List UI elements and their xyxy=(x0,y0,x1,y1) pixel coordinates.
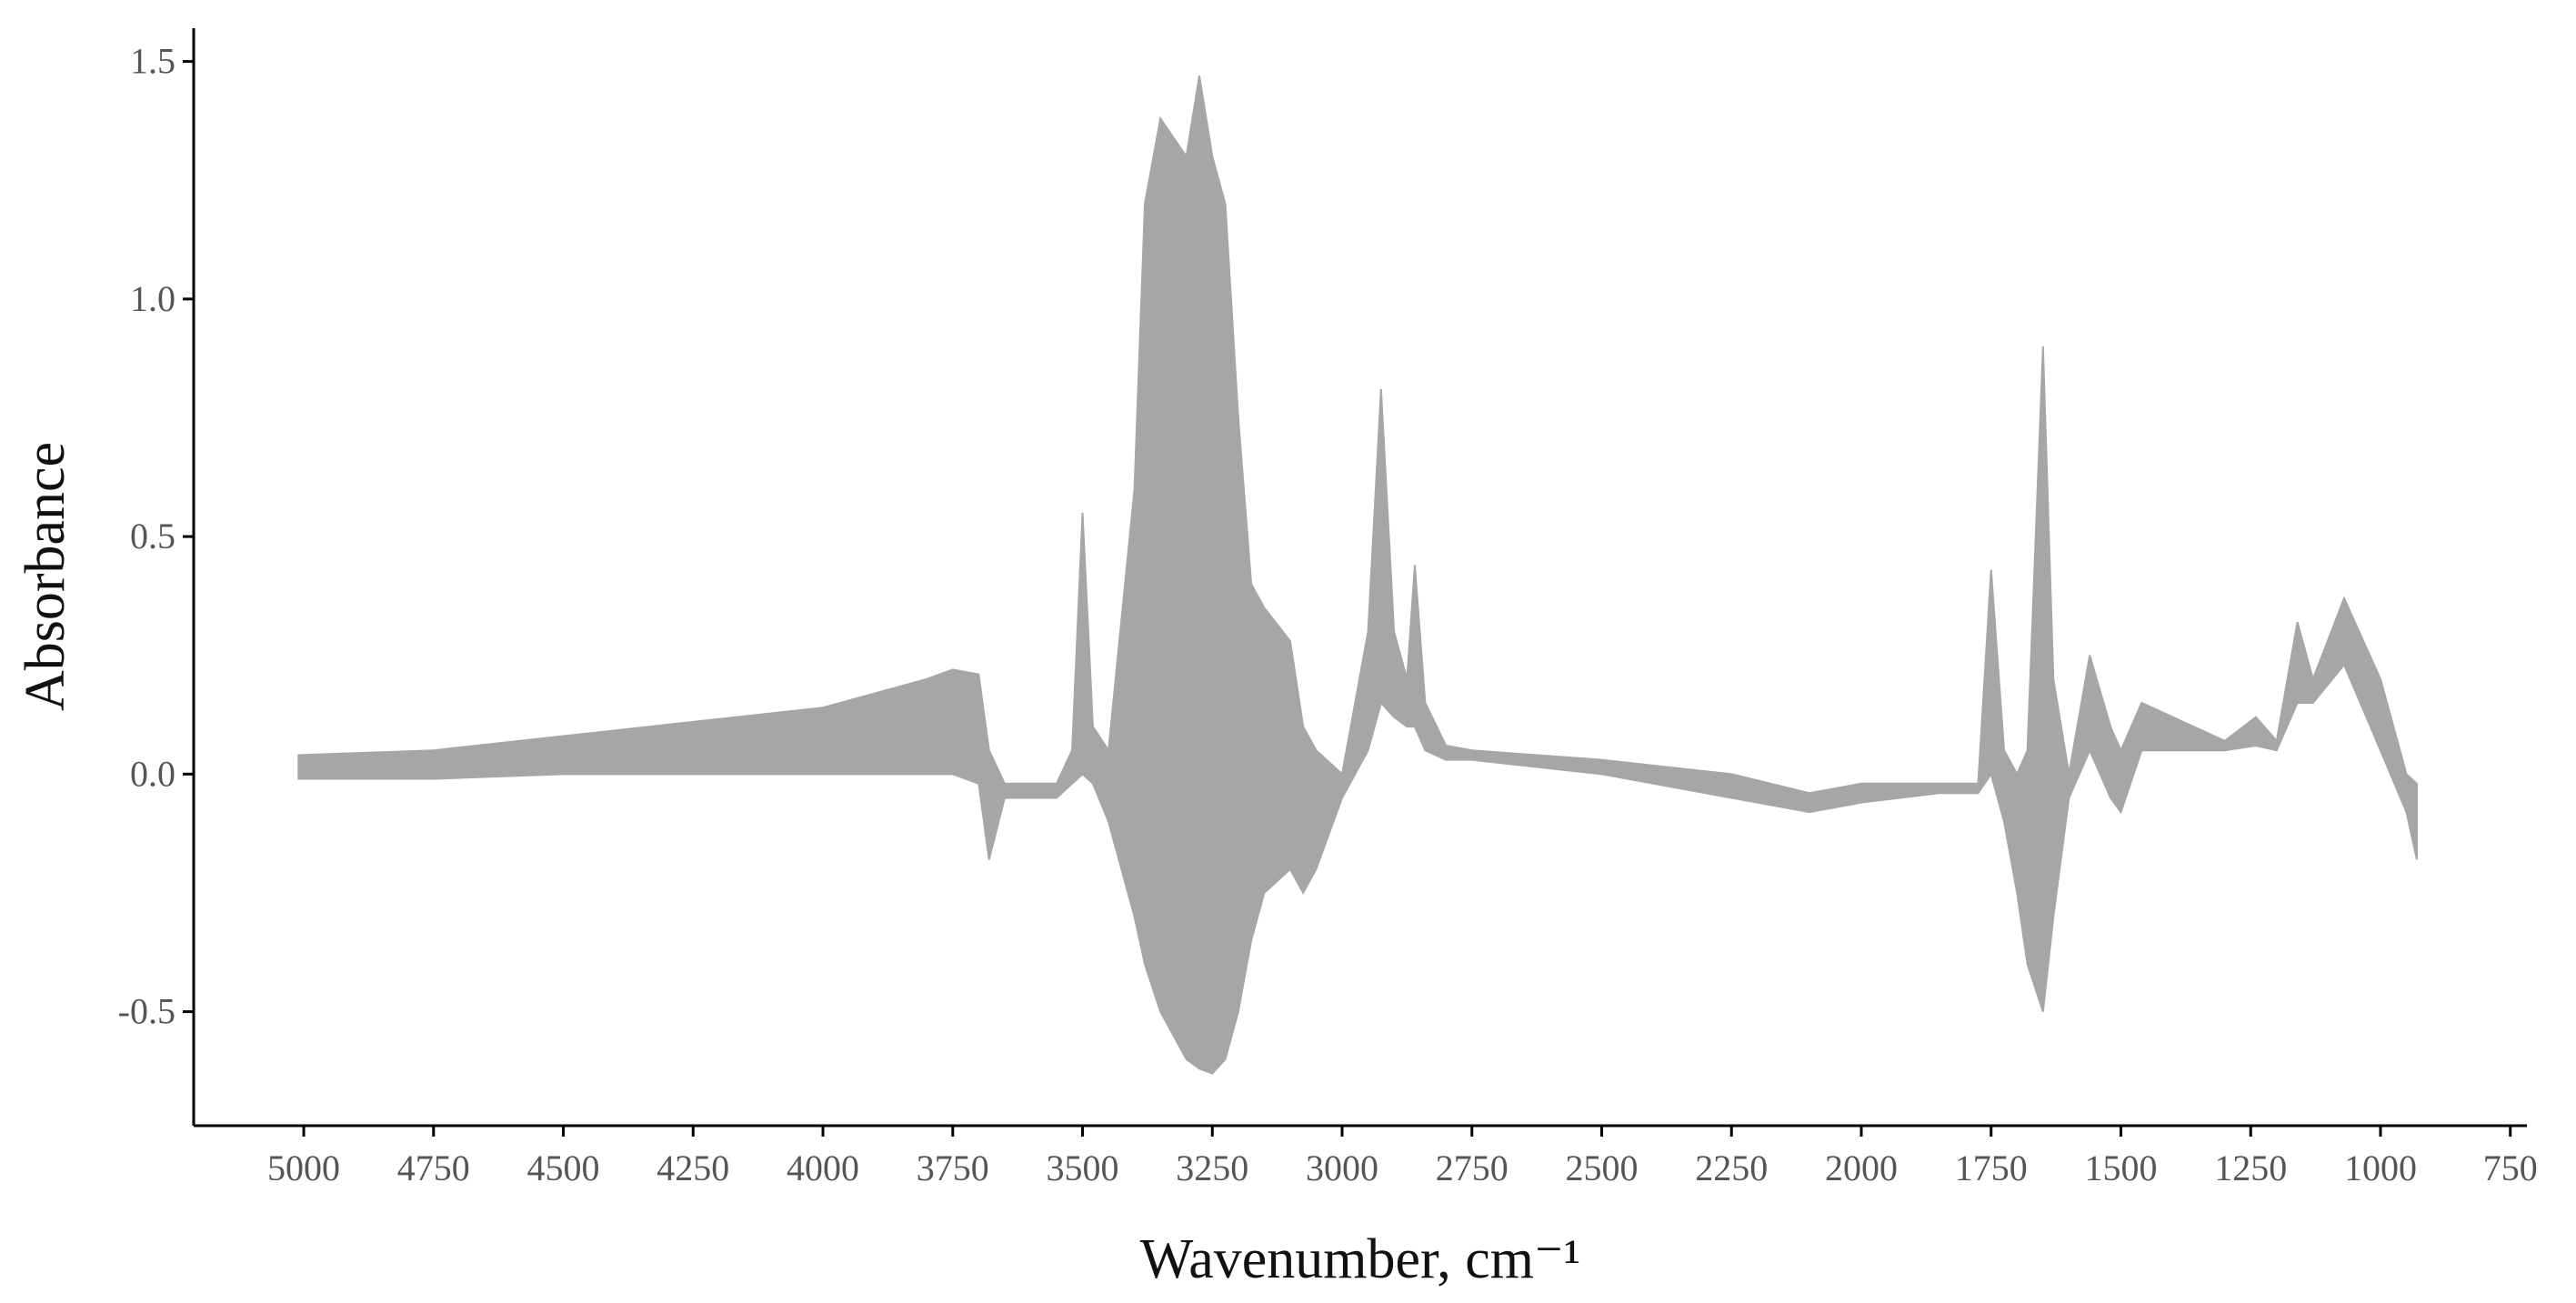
x-tick-label: 1250 xyxy=(2214,1148,2287,1188)
x-tick-label: 2500 xyxy=(1566,1148,1639,1188)
y-tick-label: 0.5 xyxy=(130,516,175,556)
x-axis-label: Wavenumber, cm⁻¹ xyxy=(1140,1228,1581,1290)
y-axis-label: Absorbance xyxy=(15,442,76,711)
x-tick-label: 1500 xyxy=(2084,1148,2157,1188)
x-tick-label: 5000 xyxy=(267,1148,340,1188)
y-tick-label: 1.5 xyxy=(130,41,175,82)
y-tick-label: 0.0 xyxy=(130,753,175,794)
x-tick-label: 3750 xyxy=(917,1148,989,1188)
x-tick-label: 4750 xyxy=(397,1148,470,1188)
x-tick-label: 4000 xyxy=(787,1148,859,1188)
absorbance-band xyxy=(297,75,2418,1075)
x-tick-label: 750 xyxy=(2483,1148,2538,1188)
x-tick-label: 4250 xyxy=(657,1148,729,1188)
x-tick-label: 4500 xyxy=(527,1148,600,1188)
x-tick-label: 2250 xyxy=(1695,1148,1768,1188)
x-tick-label: 2000 xyxy=(1825,1148,1898,1188)
x-tick-label: 3500 xyxy=(1047,1148,1119,1188)
x-tick-label: 3250 xyxy=(1176,1148,1248,1188)
y-tick-label: -0.5 xyxy=(118,991,175,1032)
x-tick-label: 1000 xyxy=(2344,1148,2417,1188)
y-tick-label: 1.0 xyxy=(130,278,175,319)
x-tick-label: 3000 xyxy=(1306,1148,1378,1188)
x-tick-label: 2750 xyxy=(1436,1148,1509,1188)
x-tick-label: 1750 xyxy=(1955,1148,2028,1188)
